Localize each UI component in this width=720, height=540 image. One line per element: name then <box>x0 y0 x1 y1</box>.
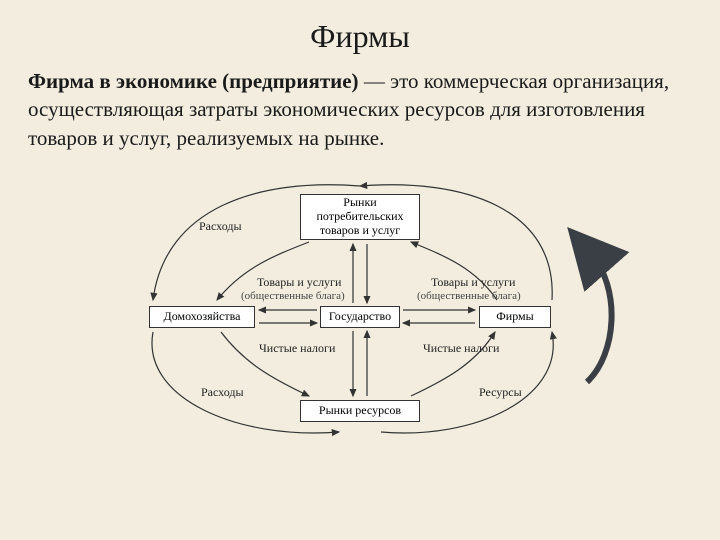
node-markets-top: Рынкипотребительскихтоваров и услуг <box>300 194 420 240</box>
definition-term: Фирма в экономике (предприятие) <box>28 69 359 93</box>
label-goods-left-sub: (общественные блага) <box>241 290 345 302</box>
node-households: Домохозяйства <box>149 306 255 328</box>
label-goods-right: Товары и услуги <box>431 276 515 289</box>
label-expenses-bottom-left: Расходы <box>201 386 244 399</box>
node-markets-bottom: Рынки ресурсов <box>300 400 420 422</box>
node-state: Государство <box>320 306 400 328</box>
label-resources-bottom-right: Ресурсы <box>479 386 522 399</box>
label-goods-left: Товары и услуги <box>257 276 341 289</box>
big-cycle-arrow <box>587 254 612 382</box>
definition-paragraph: Фирма в экономике (предприятие) — это ко… <box>0 67 720 168</box>
label-net-tax-right: Чистые налоги <box>423 342 499 355</box>
label-net-tax-left: Чистые налоги <box>259 342 335 355</box>
page-title: Фирмы <box>0 0 720 67</box>
circular-flow-diagram: Рынкипотребительскихтоваров и услуг Домо… <box>77 168 643 458</box>
label-goods-right-sub: (общественные блага) <box>417 290 521 302</box>
label-expenses-top-left: Расходы <box>199 220 242 233</box>
node-firms: Фирмы <box>479 306 551 328</box>
